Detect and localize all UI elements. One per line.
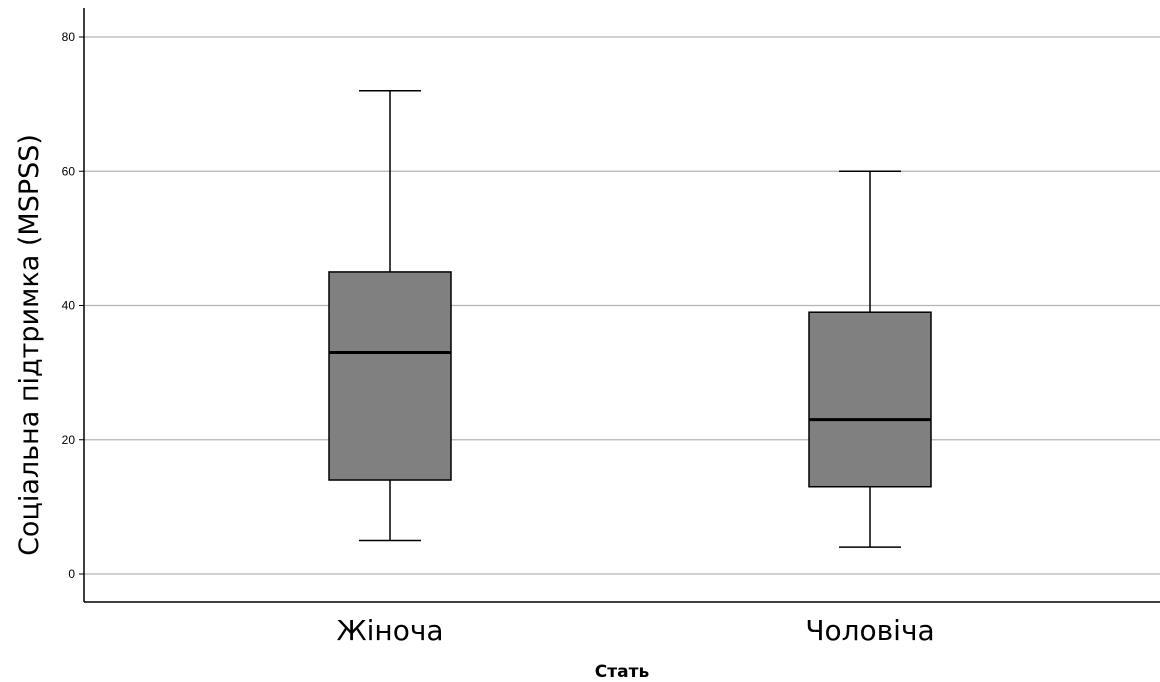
y-tick-label-20: 20: [62, 433, 76, 447]
y-tick-label-80: 80: [62, 30, 76, 44]
y-tick-label-40: 40: [62, 299, 76, 313]
iqr-box: [808, 311, 932, 488]
y-tick-label-60: 60: [62, 164, 76, 178]
y-axis-title: Соціальна підтримка (MSPSS): [14, 134, 45, 556]
box-1: [328, 89, 452, 542]
iqr-box: [328, 271, 452, 481]
x-category-label-2: Чоловіча: [805, 614, 934, 647]
y-tick-labels: 0 20 40 60 80: [62, 30, 84, 581]
category-labels: Жіноча Чоловіча: [336, 614, 934, 647]
x-axis-title: Стать: [595, 662, 649, 682]
box-2: [808, 170, 932, 548]
grid-lines: [84, 36, 1160, 575]
y-tick-label-0: 0: [68, 567, 75, 581]
x-category-label-1: Жіноча: [336, 614, 443, 647]
boxes: [328, 89, 932, 548]
